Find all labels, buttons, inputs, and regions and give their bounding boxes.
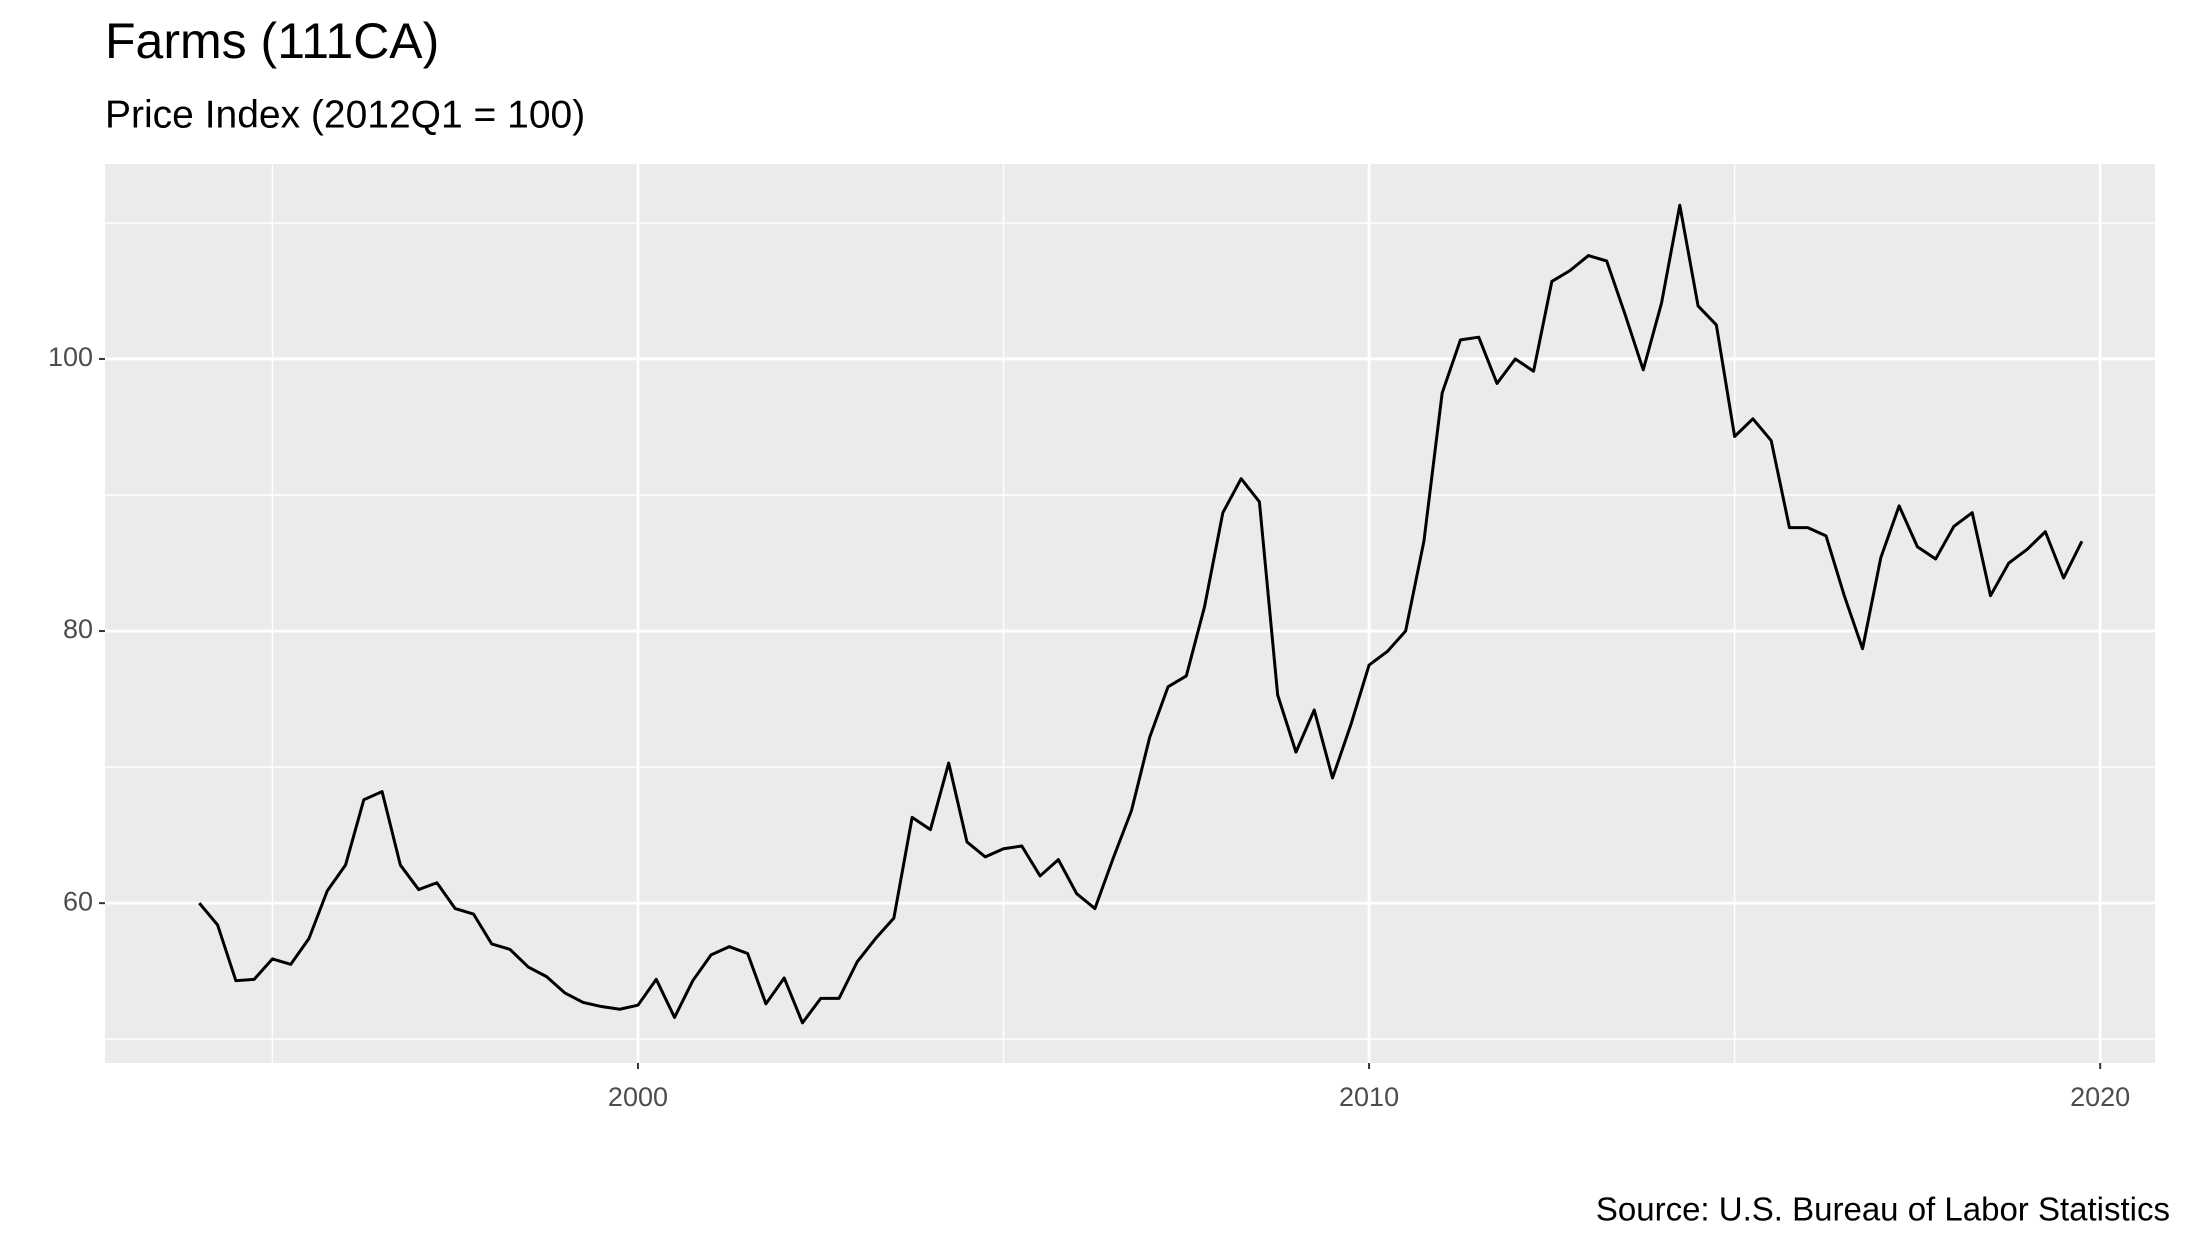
panel: [105, 164, 2155, 1063]
line: [198, 203, 2084, 1025]
caption: Source: U.S. Bureau of Labor Statistics: [1596, 1191, 2170, 1228]
chart-title: Farms (111CA): [105, 13, 439, 69]
y-tick-label: 80: [63, 614, 93, 644]
chart-subtitle: Price Index (2012Q1 = 100): [105, 93, 585, 136]
y-tick-label: 100: [48, 342, 93, 372]
x-tick-label: 2000: [608, 1082, 668, 1112]
y-tick-label: 60: [63, 886, 93, 916]
x-tick-label: 2010: [1339, 1082, 1399, 1112]
x-tick-label: 2020: [2070, 1082, 2130, 1112]
